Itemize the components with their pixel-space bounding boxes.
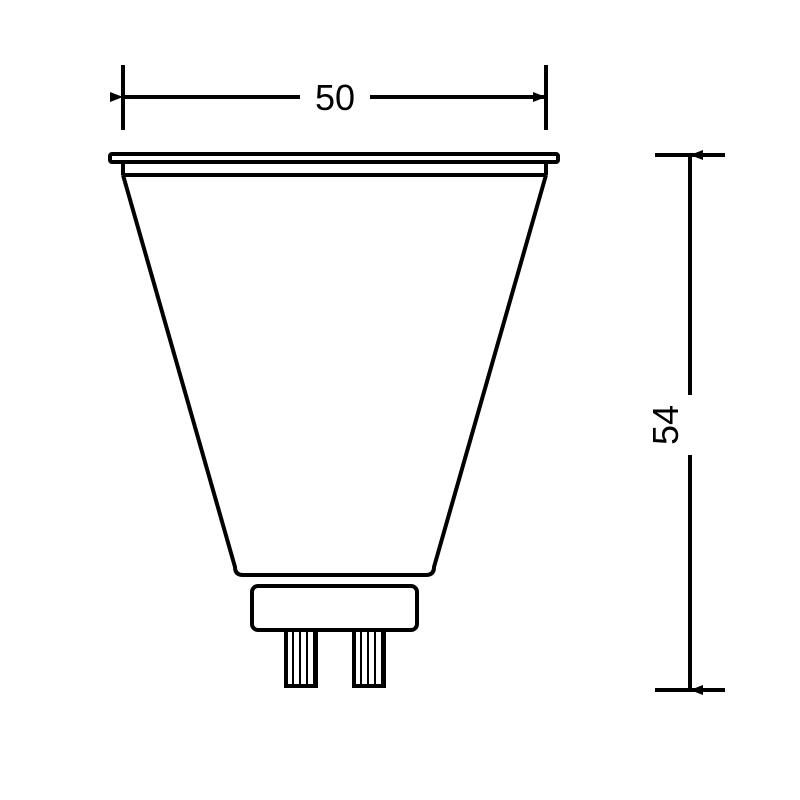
dim-height-label: 54 [645,405,686,445]
drawing-svg: 50 54 [0,0,800,800]
lamp-body [123,175,546,575]
lamp-base [252,586,417,630]
lamp-lens-bar [110,154,558,162]
technical-drawing: 50 54 [0,0,800,800]
dim-width-label: 50 [315,77,355,118]
